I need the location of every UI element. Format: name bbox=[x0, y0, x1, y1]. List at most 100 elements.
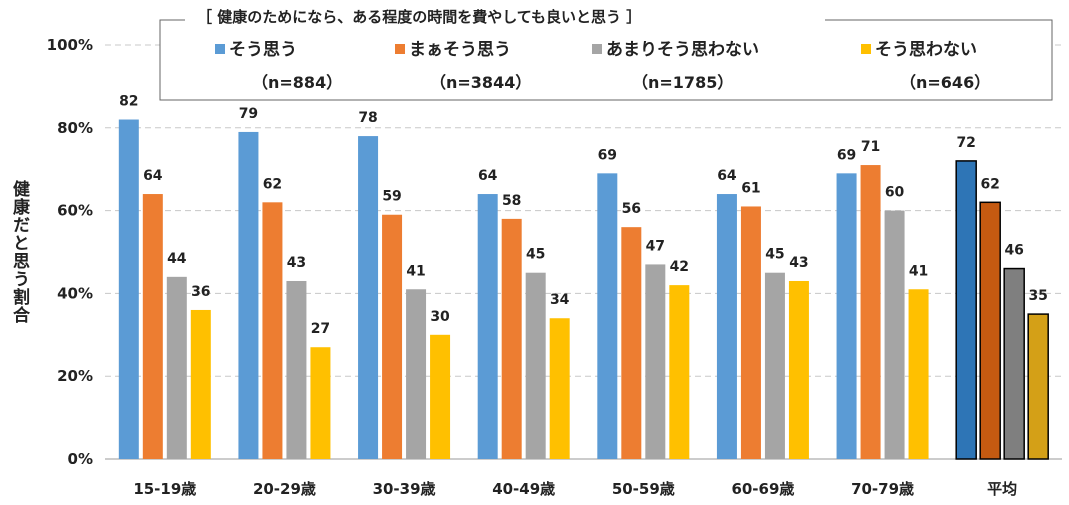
bar bbox=[142, 194, 163, 460]
y-tick-label: 60% bbox=[57, 202, 93, 220]
bars bbox=[118, 119, 1049, 460]
y-tick-label: 40% bbox=[57, 284, 93, 302]
bar bbox=[310, 347, 331, 459]
data-label: 46 bbox=[1004, 243, 1023, 259]
bar bbox=[597, 173, 618, 459]
data-label: 69 bbox=[598, 147, 617, 163]
bar bbox=[764, 272, 785, 459]
x-tick-label: 15-19歳 bbox=[133, 480, 196, 498]
data-label: 45 bbox=[765, 247, 784, 263]
legend-swatch bbox=[592, 44, 602, 54]
x-tick-label: 平均 bbox=[987, 480, 1017, 498]
data-label: 42 bbox=[670, 259, 689, 275]
y-tick-label: 100% bbox=[47, 36, 93, 54]
data-label: 79 bbox=[239, 106, 258, 122]
bar bbox=[836, 173, 857, 459]
data-label: 41 bbox=[909, 263, 928, 279]
y-tick-label: 0% bbox=[68, 450, 93, 468]
bar bbox=[238, 131, 259, 459]
bar bbox=[621, 227, 642, 459]
bar bbox=[669, 285, 690, 459]
data-label: 35 bbox=[1028, 288, 1047, 304]
x-tick-label: 20-29歳 bbox=[253, 480, 316, 498]
data-label: 64 bbox=[478, 168, 498, 184]
bar bbox=[1003, 267, 1025, 460]
bar bbox=[501, 218, 522, 459]
data-label: 44 bbox=[167, 251, 187, 267]
data-label: 60 bbox=[885, 185, 905, 201]
y-axis-label: 健康だと思う割合 bbox=[9, 180, 29, 324]
y-axis-ticks: 0% 20% 40% 60% 80% 100% bbox=[47, 36, 93, 468]
legend-entry: そう思う bbox=[229, 40, 297, 60]
bar bbox=[955, 160, 977, 460]
bar bbox=[430, 334, 451, 459]
x-tick-label: 30-39歳 bbox=[373, 480, 436, 498]
legend-swatch bbox=[861, 44, 871, 54]
bar bbox=[1027, 313, 1049, 460]
bar bbox=[358, 136, 379, 459]
bar bbox=[884, 210, 905, 459]
data-label: 41 bbox=[406, 263, 425, 279]
data-label: 27 bbox=[311, 321, 330, 337]
legend-entry: あまりそう思わない bbox=[606, 40, 759, 60]
bar bbox=[740, 206, 761, 459]
bar bbox=[549, 318, 570, 459]
legend-box bbox=[159, 19, 1053, 101]
data-label: 30 bbox=[430, 309, 450, 325]
data-label: 82 bbox=[119, 94, 138, 110]
data-label: 64 bbox=[143, 168, 163, 184]
data-label: 47 bbox=[646, 238, 665, 254]
bar bbox=[382, 214, 403, 459]
bar bbox=[645, 264, 666, 459]
data-label: 34 bbox=[550, 292, 570, 308]
legend-sample-size: （n=1785） bbox=[632, 73, 733, 92]
y-tick-label: 80% bbox=[57, 119, 93, 137]
data-label: 43 bbox=[789, 255, 808, 271]
data-label: 71 bbox=[861, 139, 880, 155]
data-label: 43 bbox=[287, 255, 306, 271]
bar bbox=[716, 194, 737, 460]
bar bbox=[118, 119, 139, 460]
x-tick-label: 50-59歳 bbox=[612, 480, 675, 498]
bar bbox=[908, 289, 929, 459]
x-tick-label: 40-49歳 bbox=[492, 480, 555, 498]
data-label: 62 bbox=[980, 176, 999, 192]
data-label: 62 bbox=[263, 176, 282, 192]
legend: ［ 健康のためになら、ある程度の時間を費やしても良いと思う ］ そう思う （n=88… bbox=[159, 5, 1053, 101]
data-label: 58 bbox=[502, 193, 521, 209]
data-label: 72 bbox=[956, 135, 975, 151]
legend-sample-size: （n=646） bbox=[900, 73, 990, 92]
bar bbox=[860, 165, 881, 459]
legend-swatch bbox=[215, 44, 225, 54]
x-tick-label: 70-79歳 bbox=[851, 480, 914, 498]
legend-title: ［ 健康のためになら、ある程度の時間を費やしても良いと思う ］ bbox=[197, 8, 641, 26]
data-label: 64 bbox=[717, 168, 737, 184]
bar bbox=[788, 280, 809, 459]
data-labels: 8264443679624327785941306458453469564742… bbox=[119, 94, 1048, 338]
bar bbox=[166, 276, 187, 459]
legend-entry: そう思わない bbox=[875, 40, 977, 60]
data-label: 61 bbox=[741, 180, 760, 196]
data-label: 69 bbox=[837, 147, 856, 163]
data-label: 59 bbox=[382, 189, 401, 205]
x-tick-label: 60-69歳 bbox=[731, 480, 794, 498]
bar bbox=[262, 202, 283, 459]
legend-entry: まぁそう思う bbox=[409, 40, 511, 60]
bar bbox=[477, 194, 498, 460]
data-label: 36 bbox=[191, 284, 210, 300]
legend-sample-size: （n=884） bbox=[252, 73, 342, 92]
bar bbox=[525, 272, 546, 459]
legend-title-bg bbox=[185, 5, 825, 29]
bar bbox=[406, 289, 427, 459]
data-label: 45 bbox=[526, 247, 545, 263]
y-tick-label: 20% bbox=[57, 367, 93, 385]
bar bbox=[190, 309, 211, 459]
data-label: 78 bbox=[358, 110, 377, 126]
category-labels: 15-19歳 20-29歳 30-39歳 40-49歳 50-59歳 60-69歳 70-7… bbox=[133, 480, 1017, 498]
bar bbox=[979, 201, 1001, 460]
legend-sample-size: （n=3844） bbox=[430, 73, 531, 92]
bar bbox=[286, 280, 307, 459]
legend-swatch bbox=[395, 44, 405, 54]
data-label: 56 bbox=[622, 201, 641, 217]
